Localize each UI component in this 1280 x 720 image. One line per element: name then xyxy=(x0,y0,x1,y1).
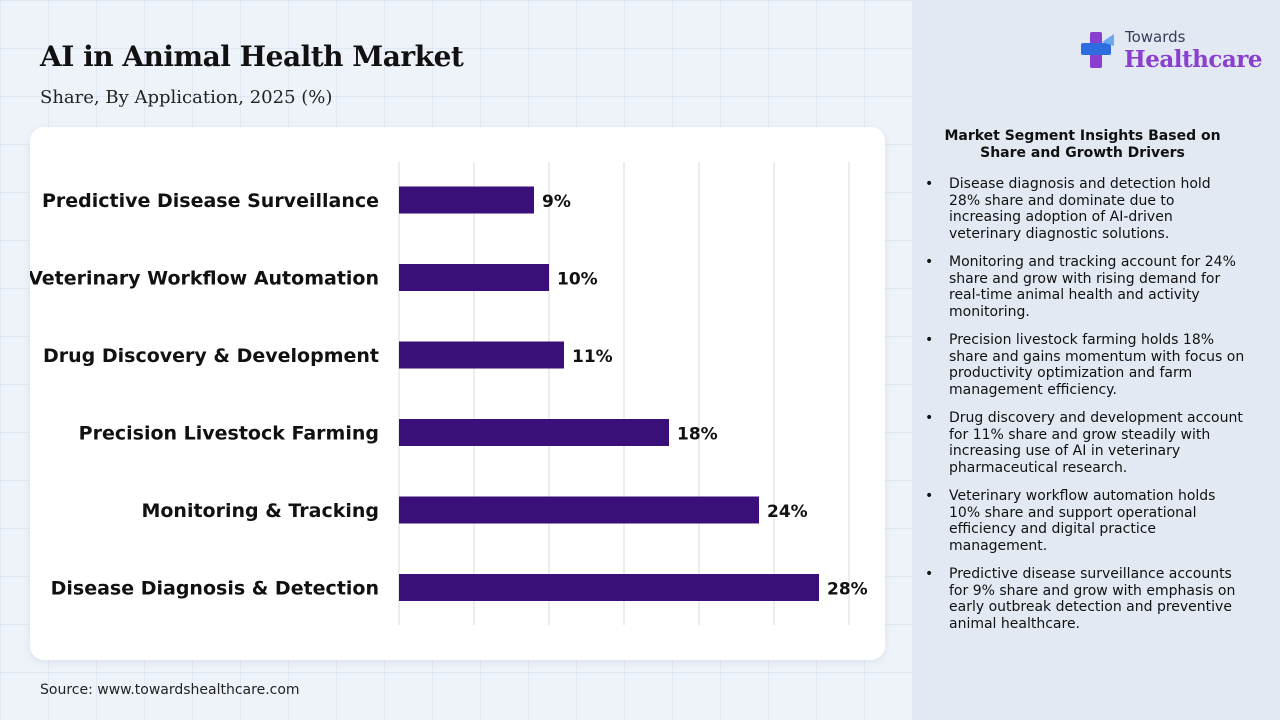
bar xyxy=(399,341,564,369)
bullet-icon: • xyxy=(925,254,934,270)
bar-chart: Predictive Disease Surveillance 9% Veterin… xyxy=(30,162,868,625)
insights-heading: Market Segment Insights Based on Share a… xyxy=(944,128,1221,161)
bar xyxy=(399,496,759,524)
insight-text: Precision livestock farming holds 18% sh… xyxy=(949,332,1245,398)
page-subtitle: Share, By Application, 2025 (%) xyxy=(40,87,333,108)
logo-main-text: Healthcare xyxy=(1124,46,1263,73)
towards-healthcare-logo: Towards Healthcare xyxy=(1080,28,1263,78)
insight-text: Veterinary workflow automation holds 10%… xyxy=(949,488,1216,554)
insight-text: Monitoring and tracking account for 24% … xyxy=(949,254,1236,320)
insights-list: • Disease diagnosis and detection hold 28… xyxy=(925,176,1245,644)
logo-top-text: Towards xyxy=(1125,28,1186,46)
insight-item: • Veterinary workflow automation holds 10… xyxy=(925,488,1245,554)
bullet-icon: • xyxy=(925,488,934,504)
page-title: AI in Animal Health Market xyxy=(40,40,464,73)
medical-cross-icon xyxy=(1081,32,1114,68)
insight-text: Disease diagnosis and detection hold 28%… xyxy=(949,176,1211,242)
insight-text: Drug discovery and development account f… xyxy=(949,410,1243,476)
insight-item: • Disease diagnosis and detection hold 28… xyxy=(925,176,1245,242)
insights-panel-background xyxy=(913,0,1280,720)
bar xyxy=(399,186,534,214)
value-label: 18% xyxy=(677,425,718,445)
bar xyxy=(399,264,549,291)
insight-item: • Predictive disease surveillance account… xyxy=(925,566,1245,632)
bullet-icon: • xyxy=(925,410,934,426)
chart-card: Predictive Disease Surveillance 9% Veterin… xyxy=(30,127,885,660)
bar xyxy=(399,574,819,601)
bullet-icon: • xyxy=(925,176,934,192)
value-label: 24% xyxy=(767,502,808,522)
category-label: Disease Diagnosis & Detection xyxy=(51,578,379,600)
insight-text: Predictive disease surveillance accounts… xyxy=(949,566,1236,632)
insight-item: • Drug discovery and development account … xyxy=(925,410,1245,476)
bullet-icon: • xyxy=(925,566,934,582)
value-label: 9% xyxy=(542,192,571,212)
value-label: 11% xyxy=(572,347,613,367)
source-text: Source: www.towardshealthcare.com xyxy=(40,682,300,698)
bullet-icon: • xyxy=(925,332,934,348)
bar xyxy=(399,419,669,446)
category-label: Veterinary Workflow Automation xyxy=(30,268,379,290)
value-label: 10% xyxy=(557,270,598,290)
value-label: 28% xyxy=(827,580,868,600)
category-label: Monitoring & Tracking xyxy=(141,500,379,522)
category-label: Drug Discovery & Development xyxy=(43,345,379,367)
insight-item: • Precision livestock farming holds 18% s… xyxy=(925,332,1245,398)
category-label: Predictive Disease Surveillance xyxy=(42,190,379,212)
category-label: Precision Livestock Farming xyxy=(79,423,379,445)
insight-item: • Monitoring and tracking account for 24%… xyxy=(925,254,1245,320)
